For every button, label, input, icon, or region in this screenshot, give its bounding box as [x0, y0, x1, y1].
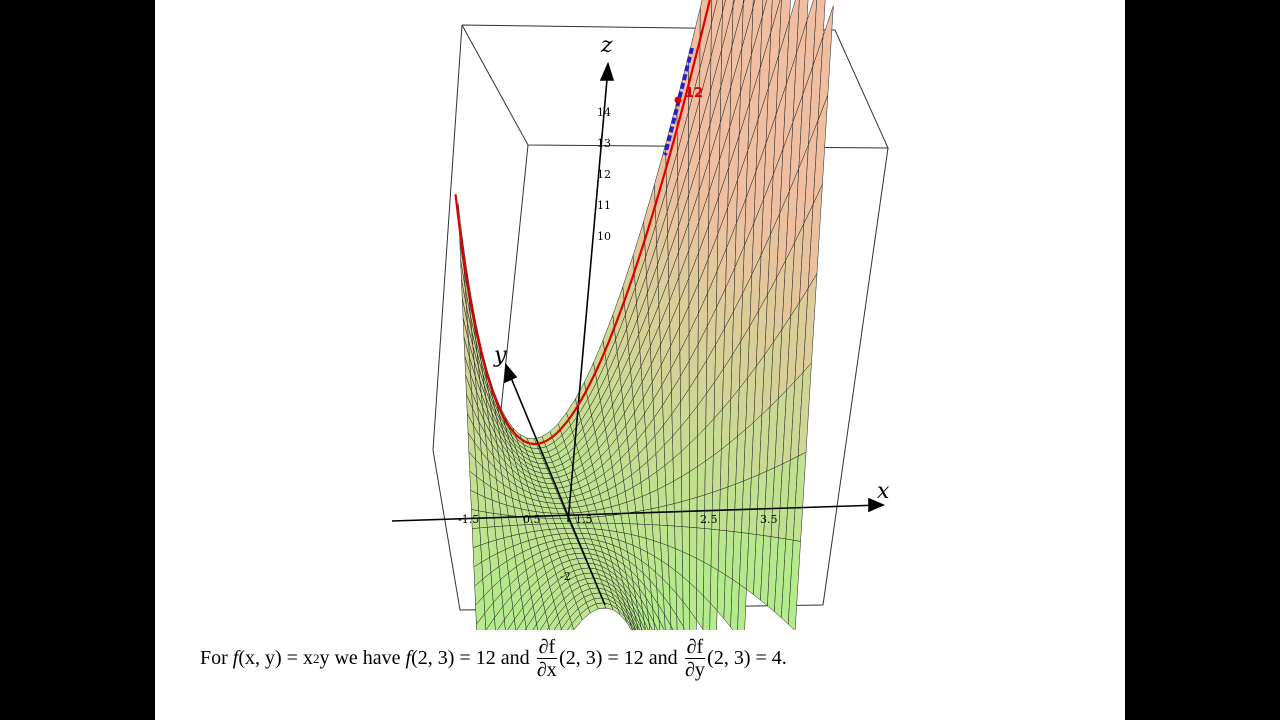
surface-patch: [648, 622, 653, 630]
surface-patch: [737, 583, 747, 630]
surface-patch: [479, 527, 489, 546]
surface-patch: [643, 620, 649, 630]
surface-patch: [674, 525, 683, 553]
surface-patch: [689, 526, 698, 559]
surface-patch: [636, 622, 640, 630]
surface-patch: [787, 539, 801, 630]
bounding-box: [432, 24, 889, 611]
surface-patch: [639, 618, 646, 630]
surface-patch: [689, 496, 698, 529]
surface-patch: [658, 505, 668, 526]
surface-patch: [665, 480, 675, 506]
text: (2, 3) = 12 and: [559, 647, 683, 669]
surface-patch: [676, 614, 684, 630]
text: (2, 3) = 12 and: [411, 647, 535, 669]
curve: [454, 0, 711, 446]
surface-patch: [710, 565, 719, 612]
x-tick-label: -1.5: [458, 513, 479, 526]
arrow: [599, 61, 615, 81]
plot: 12 x y z -1.5 0.5 1.5 2.5 3.5 14 13 12 11 10 -2: [391, 0, 890, 630]
text: ∂y: [684, 659, 705, 681]
text: ∂f: [684, 636, 706, 659]
surface-patch: [673, 501, 683, 527]
axes: [391, 61, 886, 606]
point-label: 12: [685, 86, 703, 101]
surface-patch: [681, 471, 690, 502]
surface-patch: [653, 622, 658, 630]
surface-patch: [703, 528, 713, 567]
surface-patch: [629, 620, 635, 630]
surface-patch: [643, 508, 653, 526]
axis-label: y: [493, 343, 507, 368]
y-tick-label: -2: [560, 570, 571, 583]
surface-patch: [689, 609, 697, 630]
surface-patch: [709, 602, 718, 630]
box-edge: [822, 147, 889, 606]
z-tick-label: 13: [597, 137, 611, 150]
z-tick-label: 11: [597, 199, 611, 212]
surface-patch: [633, 625, 637, 630]
x-tick-label: 1.5: [575, 513, 593, 526]
surface-patch: [471, 527, 482, 549]
axis-label: z: [600, 33, 613, 58]
surface-patch: [710, 528, 720, 571]
surface-patch: [658, 619, 665, 630]
box-edge: [432, 24, 463, 451]
x-tick-label: 2.5: [700, 513, 718, 526]
surface-patch: [696, 460, 706, 498]
x-axis: [391, 504, 881, 522]
axis-label: x: [877, 479, 890, 504]
surface-patch: [649, 489, 660, 510]
text: (2, 3) = 4.: [707, 647, 787, 669]
text: 2: [312, 650, 320, 666]
surface-patch: [652, 524, 661, 544]
text: (x, y) = x: [238, 647, 313, 669]
surface-patch: [689, 466, 698, 500]
surface-patch: [650, 506, 661, 526]
slide: 12 x y z -1.5 0.5 1.5 2.5 3.5 14 13 12 11 10 -2 Fo…: [155, 0, 1125, 720]
text: f: [405, 647, 412, 669]
surface-patch: [704, 454, 714, 496]
z-tick-label: 12: [597, 168, 611, 181]
z-tick-label: 10: [597, 230, 611, 243]
z-tick-label: 14: [597, 106, 611, 119]
surface-patch: [752, 0, 756, 8]
surface-patch: [657, 485, 667, 508]
point: [674, 96, 682, 104]
surface-patch: [696, 527, 705, 563]
fraction: ∂f ∂y: [684, 636, 706, 681]
surface-patch: [659, 524, 669, 547]
surface-patch: [666, 503, 675, 527]
text: f: [232, 647, 239, 669]
text: ∂f: [536, 636, 558, 659]
z-axis: [567, 67, 609, 523]
surface-patch: [712, 448, 722, 493]
surface-patch: [641, 492, 652, 511]
x-tick-label: 3.5: [760, 513, 778, 526]
surface-patch: [696, 588, 704, 630]
surface-patch: [631, 618, 639, 630]
surface-patch: [681, 526, 690, 556]
surface-patch: [631, 627, 634, 630]
text: y we have: [319, 647, 406, 669]
text: ∂x: [536, 659, 557, 681]
x-tick-label: 0.5: [523, 513, 541, 526]
surface-patch: [681, 499, 690, 528]
text: For: [200, 647, 233, 669]
surface-patch: [640, 627, 643, 630]
fraction: ∂f ∂x: [536, 636, 558, 681]
surface-patch: [673, 476, 683, 504]
surface: [457, 0, 834, 630]
y-axis: [506, 367, 606, 606]
surface-patch: [634, 496, 644, 513]
surface-patch: [666, 525, 676, 549]
arrow: [504, 362, 518, 384]
surface-patch: [670, 625, 674, 630]
arrow: [868, 497, 886, 513]
